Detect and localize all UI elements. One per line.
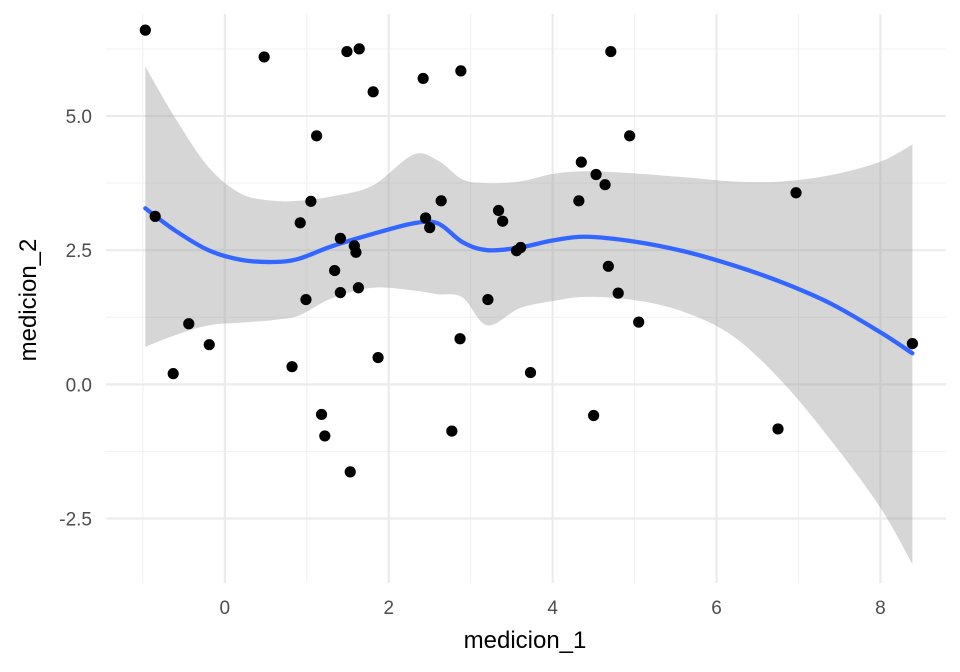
data-point	[524, 366, 537, 379]
data-point	[258, 51, 270, 63]
data-point	[334, 232, 346, 244]
data-point	[305, 195, 317, 207]
x-axis-title: medicion_1	[464, 627, 587, 654]
data-point	[492, 204, 505, 217]
data-point	[341, 45, 353, 58]
x-tick-label: 0	[220, 598, 231, 619]
data-point	[455, 65, 467, 77]
confidence-band-layer	[145, 66, 913, 565]
data-point	[446, 425, 458, 437]
data-point	[906, 337, 919, 350]
x-axis-ticks: 0 2 4 6 8	[220, 598, 886, 619]
data-point	[497, 215, 509, 227]
y-axis-ticks: -2.5 0.0 2.5 5.0	[59, 107, 92, 531]
data-point	[344, 466, 356, 478]
data-point	[167, 368, 179, 380]
data-point	[588, 409, 600, 422]
data-point	[311, 130, 323, 142]
data-point	[420, 212, 432, 224]
smooth-line-layer	[143, 206, 915, 356]
x-tick-label: 8	[875, 598, 886, 619]
data-point	[286, 361, 298, 373]
data-point	[599, 179, 611, 191]
data-point	[334, 286, 346, 299]
data-point	[183, 318, 195, 330]
data-point	[424, 222, 436, 234]
data-point	[482, 293, 494, 306]
major-grid	[106, 14, 946, 583]
y-tick-label: 5.0	[66, 107, 92, 128]
data-point	[435, 195, 447, 207]
x-tick-label: 2	[383, 598, 394, 619]
x-tick-label: 6	[711, 598, 722, 619]
data-point	[300, 293, 312, 306]
data-point	[203, 339, 215, 351]
data-point	[772, 423, 784, 435]
data-point	[602, 260, 614, 272]
y-axis-title: medicion_2	[15, 239, 42, 362]
data-point	[573, 195, 585, 207]
data-point	[605, 45, 617, 58]
data-point	[352, 282, 365, 294]
data-point	[139, 24, 151, 36]
data-point	[329, 264, 341, 277]
smooth-line	[143, 206, 915, 356]
data-point	[294, 217, 306, 229]
y-tick-label: 0.0	[66, 375, 92, 396]
data-point	[149, 210, 161, 222]
y-tick-label: -2.5	[59, 510, 92, 531]
data-point	[372, 351, 384, 364]
data-point	[590, 168, 602, 181]
data-point	[350, 246, 362, 258]
data-point	[417, 72, 429, 85]
data-point	[624, 130, 636, 142]
data-point	[367, 86, 379, 98]
data-point	[319, 430, 331, 442]
data-point	[454, 333, 466, 345]
data-point	[353, 43, 365, 55]
data-point	[790, 187, 802, 199]
points-layer	[139, 24, 919, 478]
data-point	[315, 408, 328, 421]
y-tick-label: 2.5	[66, 241, 92, 262]
data-point	[633, 316, 645, 328]
data-point	[575, 156, 587, 168]
data-point	[612, 287, 624, 299]
confidence-band	[145, 66, 913, 565]
data-point	[515, 241, 527, 254]
x-tick-label: 4	[547, 598, 558, 619]
